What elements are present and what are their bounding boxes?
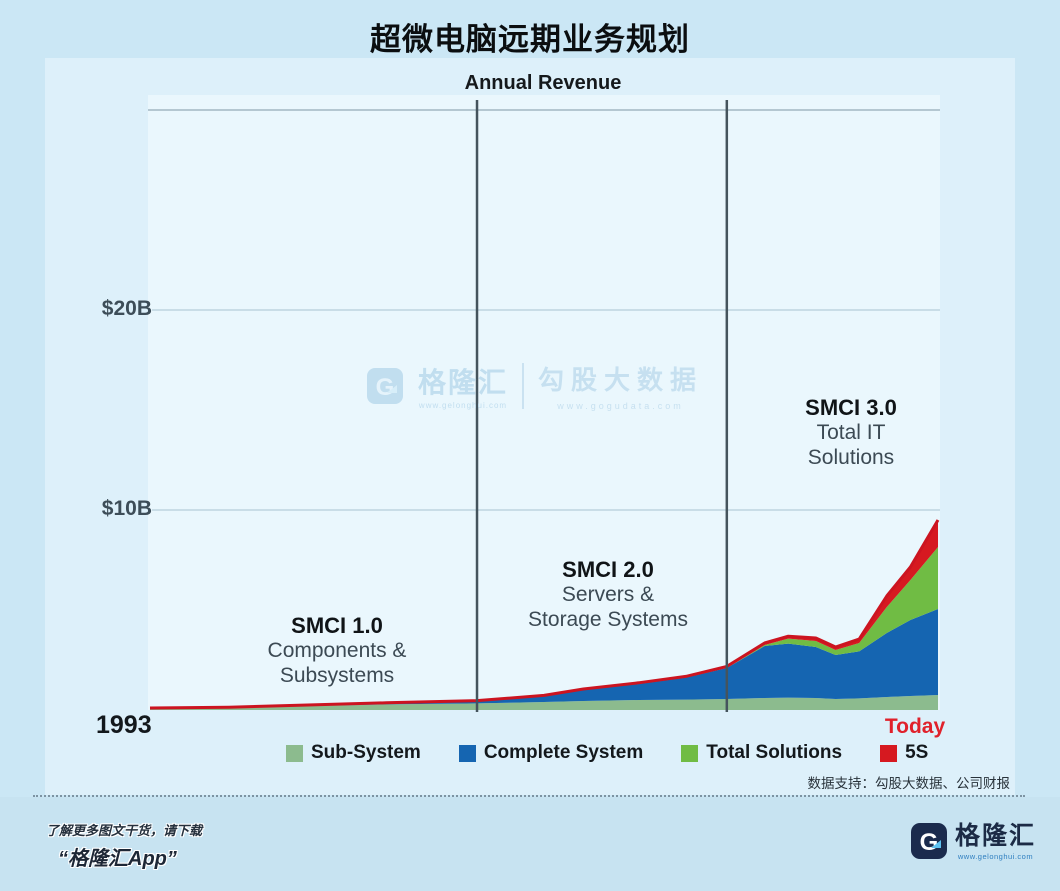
phase-1-sub1: Components &: [267, 639, 407, 662]
footer-logo-text: 格隆汇: [954, 822, 1036, 850]
gelonghui-logo-icon: G: [367, 367, 403, 404]
watermark-partner-url: www.gogudata.com: [557, 401, 684, 411]
footer-logo: G 格隆汇 www.gelonghui.com: [910, 822, 1036, 861]
phase-2-sub2: Storage Systems: [528, 608, 688, 631]
legend-swatch-5s: [880, 744, 898, 762]
phase-label-smci-2: SMCI 2.0 Servers & Storage Systems: [478, 557, 738, 632]
svg-text:G: G: [376, 374, 395, 401]
legend-label-sub-system: Sub-System: [311, 742, 421, 763]
watermark-divider: [522, 362, 525, 409]
phase-2-sub1: Servers &: [561, 583, 655, 606]
legend-item-total-solutions: Total Solutions: [681, 742, 842, 764]
legend-swatch-complete-system: [458, 744, 476, 762]
phase-3-name: SMCI 3.0: [805, 395, 897, 420]
y-axis-tick-10b: $10B: [101, 497, 152, 520]
revenue-area-chart: [148, 95, 940, 712]
legend-label-5s: 5S: [905, 742, 929, 763]
legend-item-sub-system: Sub-System: [286, 742, 421, 764]
watermark-brand-url: www.gelonghui.com: [418, 401, 508, 410]
legend-label-complete-system: Complete System: [483, 742, 644, 763]
y-axis-tick-20b: $20B: [101, 297, 152, 320]
dotted-separator: [33, 795, 1025, 797]
footer-background: [0, 797, 1060, 891]
data-source-note: 数据支持：勾股大数据、公司财报: [807, 776, 1011, 791]
legend-swatch-total-solutions: [681, 744, 699, 762]
phase-2-name: SMCI 2.0: [562, 557, 654, 582]
watermark: G 格隆汇 www.gelonghui.com 勾股大数据 www.goguda…: [366, 360, 703, 411]
phase-label-smci-3: SMCI 3.0 Total IT Solutions: [741, 395, 961, 470]
page-title: 超微电脑远期业务规划: [370, 22, 690, 57]
phase-3-sub1: Total IT: [816, 421, 886, 444]
x-axis-today-label: Today: [884, 715, 946, 738]
legend-item-5s: 5S: [880, 742, 928, 764]
phase-1-name: SMCI 1.0: [291, 613, 383, 638]
watermark-brand: 格隆汇: [418, 367, 509, 398]
footer-promo-text: 了解更多图文干货，请下载: [46, 823, 203, 838]
chart-legend: Sub-System Complete System Total Solutio…: [286, 742, 928, 764]
footer-app-name: “格隆汇App”: [58, 848, 177, 870]
phase-3-sub2: Solutions: [807, 446, 895, 469]
watermark-partner: 勾股大数据: [538, 365, 704, 395]
footer-logo-url: www.gelonghui.com: [957, 852, 1034, 861]
svg-text:G: G: [920, 829, 939, 856]
chart-title: Annual Revenue: [464, 72, 622, 94]
legend-item-complete-system: Complete System: [458, 742, 644, 764]
phase-1-sub2: Subsystems: [279, 664, 395, 687]
x-axis-start-label: 1993: [96, 711, 152, 739]
phase-label-smci-1: SMCI 1.0 Components & Subsystems: [207, 613, 467, 688]
legend-label-total-solutions: Total Solutions: [706, 742, 843, 763]
gelonghui-logo-icon: G: [910, 823, 947, 859]
legend-swatch-sub-system: [286, 744, 303, 762]
